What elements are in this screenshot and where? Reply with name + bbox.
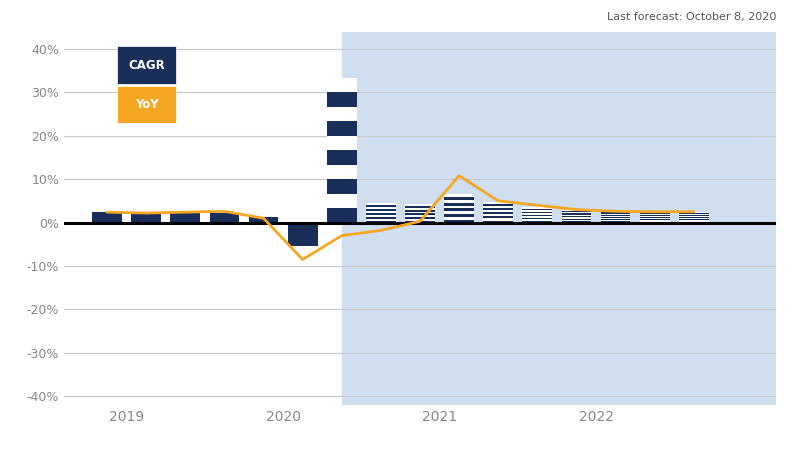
Bar — [210, 213, 239, 223]
Bar — [483, 214, 513, 216]
Bar — [444, 194, 474, 223]
Bar — [679, 220, 709, 221]
Bar — [562, 210, 591, 211]
Bar — [640, 214, 670, 215]
Bar — [640, 212, 670, 213]
Bar — [483, 210, 513, 212]
Bar — [601, 218, 630, 219]
Bar — [483, 202, 513, 223]
Bar — [170, 212, 200, 223]
Bar — [405, 204, 435, 206]
Bar — [444, 206, 474, 208]
Bar — [483, 206, 513, 208]
Bar — [562, 217, 591, 219]
Bar — [366, 203, 396, 205]
Bar — [679, 214, 709, 215]
Bar — [405, 208, 435, 210]
Bar — [327, 194, 357, 208]
Bar — [366, 215, 396, 217]
Bar — [640, 216, 670, 217]
Bar — [679, 216, 709, 217]
Bar — [444, 212, 474, 214]
Bar — [562, 215, 591, 216]
Bar — [327, 107, 357, 121]
Bar — [444, 194, 474, 197]
Bar — [522, 210, 552, 211]
Bar — [522, 207, 552, 208]
Text: CAGR: CAGR — [128, 58, 165, 72]
Bar — [562, 220, 591, 221]
Bar — [640, 220, 670, 221]
Bar — [522, 213, 552, 215]
Bar — [327, 77, 357, 92]
Text: Last forecast: October 8, 2020: Last forecast: October 8, 2020 — [606, 12, 776, 22]
FancyBboxPatch shape — [118, 46, 176, 84]
Bar — [131, 213, 161, 223]
Bar — [601, 212, 630, 223]
Bar — [640, 212, 670, 223]
Bar — [483, 218, 513, 220]
Bar — [327, 77, 357, 223]
Bar — [288, 223, 318, 247]
Bar — [562, 210, 591, 223]
Bar — [366, 207, 396, 209]
Bar — [522, 207, 552, 223]
Bar — [405, 219, 435, 221]
Bar — [444, 200, 474, 203]
Bar — [92, 212, 122, 223]
Bar — [405, 212, 435, 213]
Bar — [405, 204, 435, 223]
Bar — [679, 212, 709, 223]
Bar — [601, 216, 630, 217]
Bar — [601, 214, 630, 215]
Bar — [522, 220, 552, 221]
FancyBboxPatch shape — [118, 86, 176, 123]
Bar — [522, 216, 552, 218]
Bar — [366, 219, 396, 220]
Bar — [444, 217, 474, 220]
Bar — [327, 135, 357, 150]
Bar — [562, 212, 591, 213]
Bar — [366, 211, 396, 213]
Bar — [405, 215, 435, 217]
Bar — [679, 218, 709, 219]
Bar — [342, 32, 800, 405]
Bar — [679, 212, 709, 213]
Bar — [483, 202, 513, 204]
Bar — [249, 216, 278, 223]
Bar — [601, 220, 630, 221]
Bar — [366, 203, 396, 223]
Bar — [327, 165, 357, 179]
Bar — [640, 218, 670, 219]
Text: YoY: YoY — [134, 98, 158, 111]
